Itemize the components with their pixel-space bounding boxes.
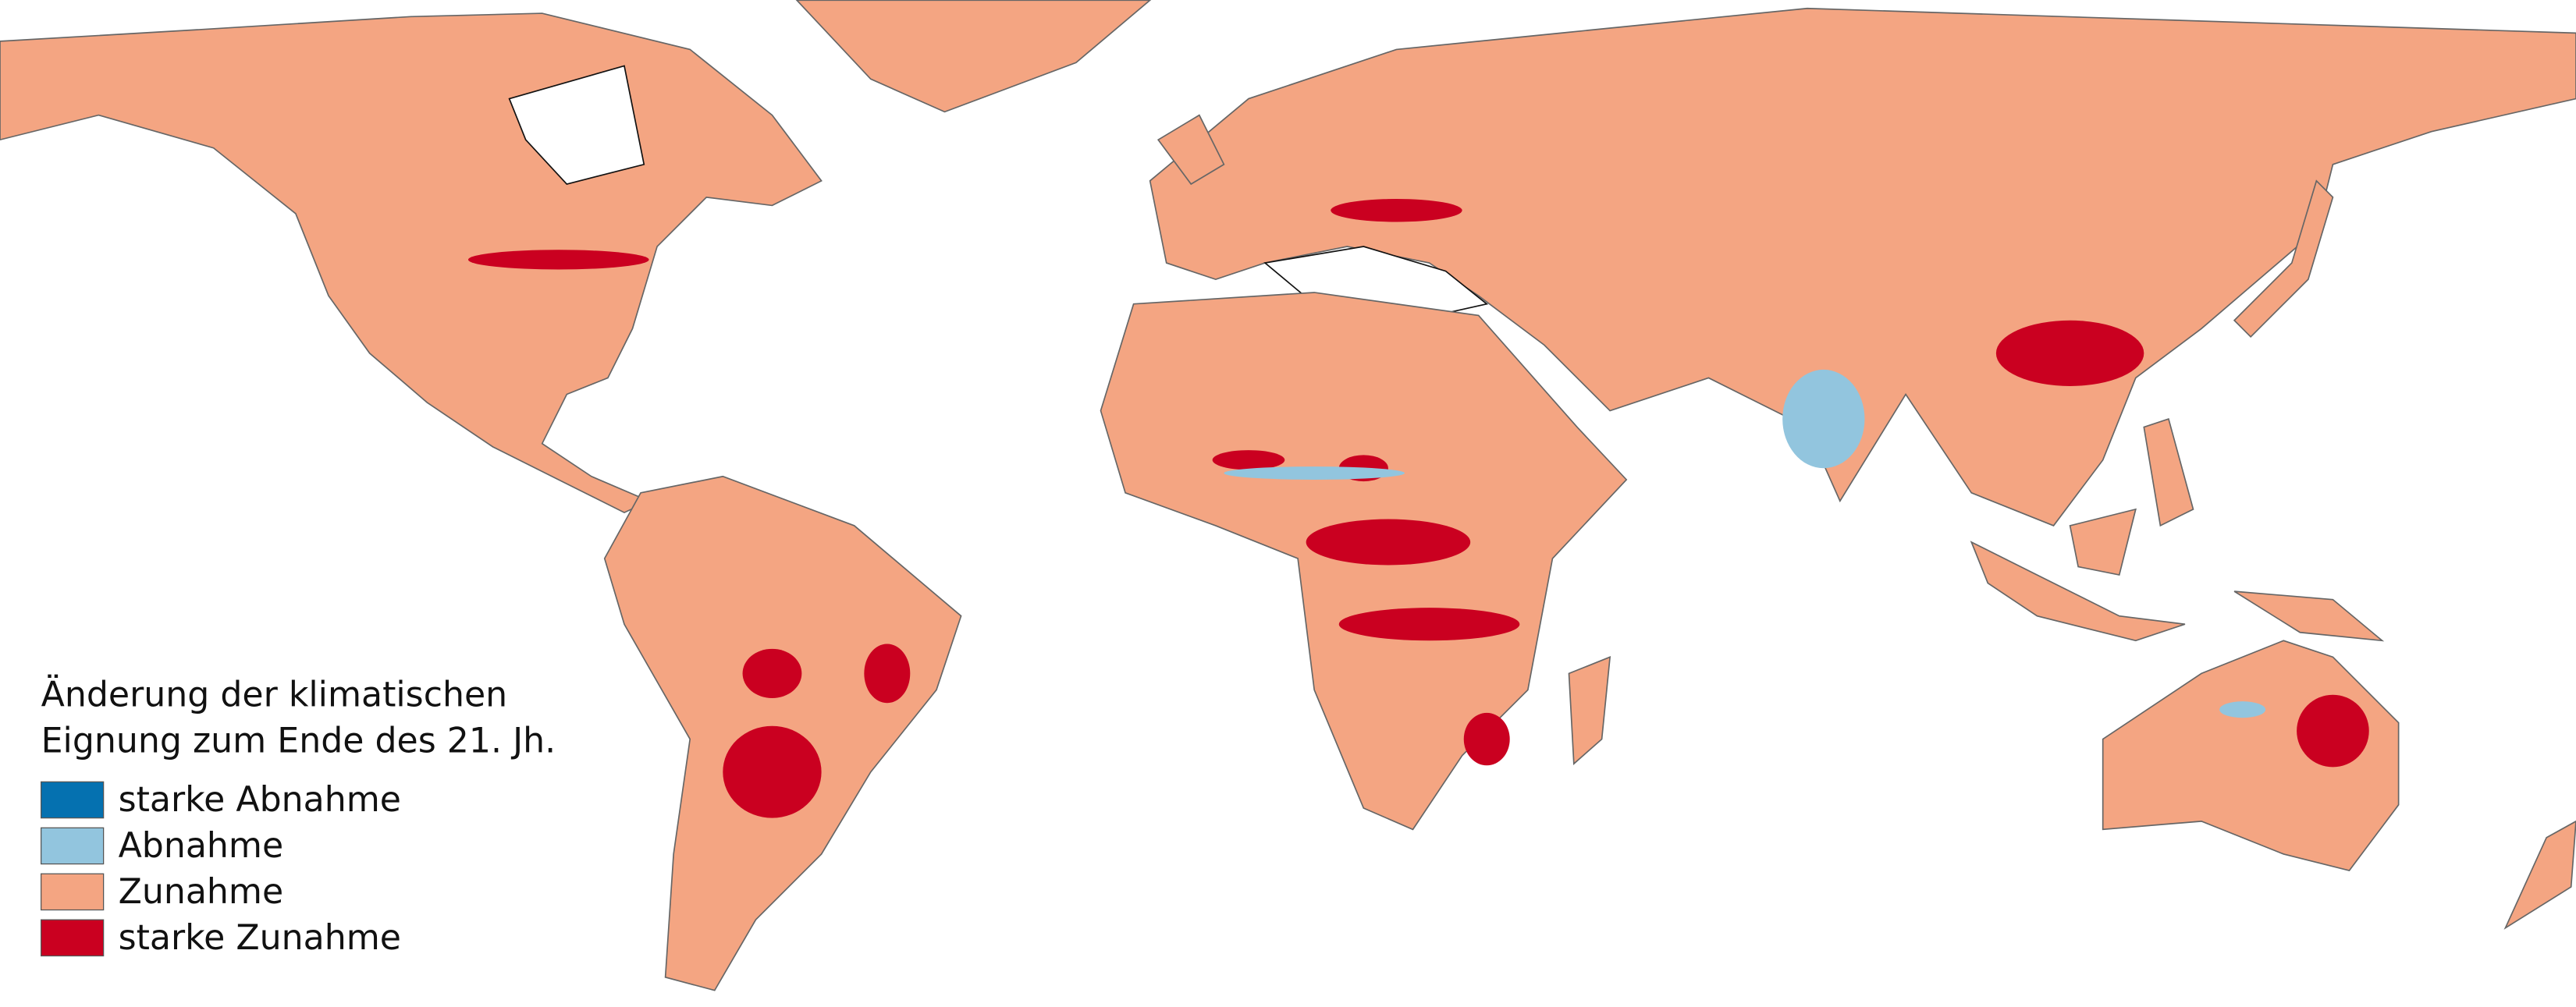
legend-swatch bbox=[40, 873, 105, 911]
legend-swatch bbox=[40, 919, 105, 957]
increase-patch bbox=[1995, 320, 2144, 386]
greenland bbox=[795, 0, 1152, 113]
north-america bbox=[0, 12, 823, 514]
increase-patch bbox=[1212, 450, 1285, 470]
britain bbox=[1157, 114, 1225, 186]
japan bbox=[2233, 179, 2334, 339]
legend-label: Zunahme bbox=[119, 872, 284, 912]
legend-title: Änderung der klimatischen bbox=[41, 674, 508, 714]
legend-title: Eignung zum Ende des 21. Jh. bbox=[41, 721, 556, 761]
legend-swatch bbox=[40, 827, 105, 865]
increase-patch bbox=[2297, 694, 2369, 768]
increase-patch bbox=[723, 725, 822, 818]
increase-patch bbox=[1331, 198, 1462, 222]
increase-patch bbox=[1338, 608, 1520, 641]
indonesia bbox=[1970, 508, 2385, 642]
increase-patch bbox=[864, 644, 911, 704]
strong-increase-areas bbox=[467, 198, 2369, 818]
madagascar bbox=[1568, 656, 1611, 765]
philippines bbox=[2143, 418, 2194, 527]
hudson-bay bbox=[508, 65, 645, 185]
legend-swatch bbox=[40, 781, 105, 819]
increase-patch bbox=[467, 250, 649, 270]
increase-patch bbox=[1306, 519, 1471, 566]
legend: Änderung der klimatischen Eignung zum En… bbox=[40, 674, 556, 958]
legend-label: starke Abnahme bbox=[119, 780, 401, 820]
increase-patch bbox=[1463, 712, 1510, 766]
new-zealand bbox=[2503, 820, 2576, 930]
legend-label: starke Zunahme bbox=[119, 918, 401, 958]
decrease-areas bbox=[1224, 369, 2266, 718]
increase-patch bbox=[742, 648, 802, 698]
decrease-patch bbox=[1782, 369, 1865, 469]
legend-label: Abnahme bbox=[119, 826, 284, 866]
decrease-patch bbox=[2219, 701, 2266, 718]
decrease-patch bbox=[1224, 466, 1405, 480]
